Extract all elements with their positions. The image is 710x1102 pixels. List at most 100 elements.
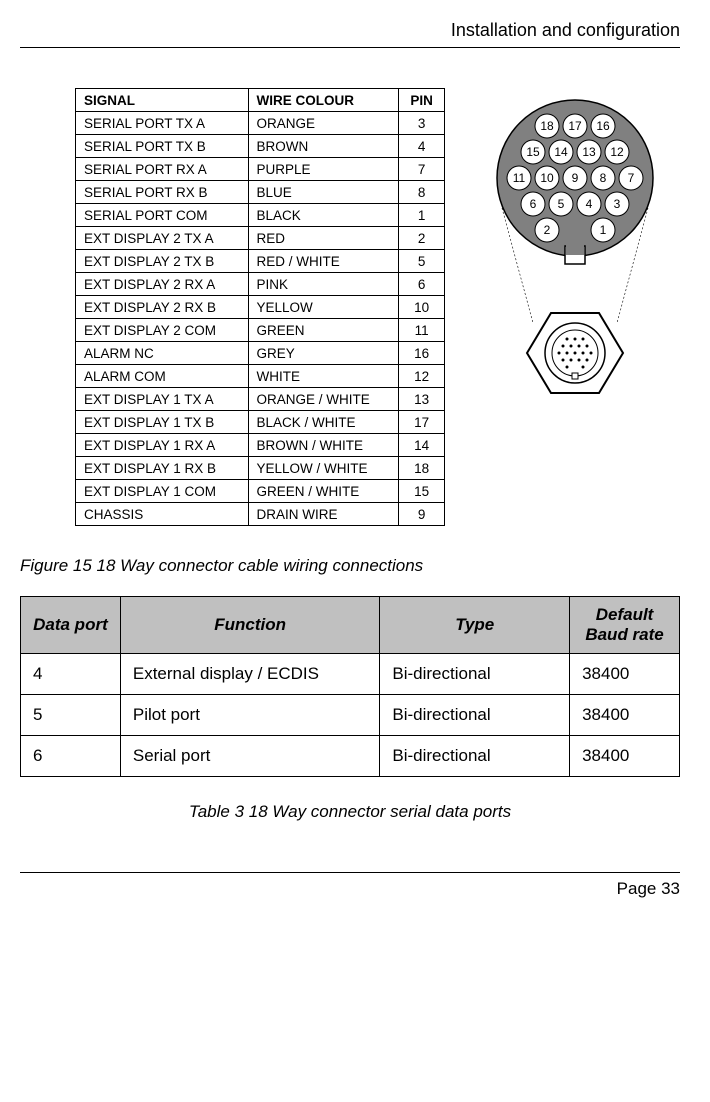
cell-signal: EXT DISPLAY 2 RX A [76,273,249,296]
cell-pin: 12 [399,365,445,388]
svg-text:16: 16 [596,119,610,133]
header-title: Installation and configuration [20,20,680,41]
footer-rule [20,872,680,873]
cell-signal: CHASSIS [76,503,249,526]
table-row: EXT DISPLAY 1 TX BBLACK / WHITE17 [76,411,445,434]
cell-colour: RED / WHITE [248,250,399,273]
svg-text:14: 14 [554,145,568,159]
table-row: EXT DISPLAY 1 RX BYELLOW / WHITE18 [76,457,445,480]
cell: Bi-directional [380,695,570,736]
cell-pin: 9 [399,503,445,526]
svg-text:4: 4 [586,197,593,211]
connector-diagram: 181716151413121110987654321 [475,88,675,408]
cell-colour: BLACK [248,204,399,227]
cell-signal: SERIAL PORT RX A [76,158,249,181]
cell-pin: 14 [399,434,445,457]
table-caption: Table 3 18 Way connector serial data por… [20,802,680,822]
cell-colour: GREY [248,342,399,365]
cell-signal: SERIAL PORT COM [76,204,249,227]
cell-pin: 18 [399,457,445,480]
table-row: EXT DISPLAY 2 RX APINK6 [76,273,445,296]
cell-colour: BROWN / WHITE [248,434,399,457]
cell: 4 [21,654,121,695]
dp-col-1: Function [120,597,380,654]
cell-pin: 15 [399,480,445,503]
cell-signal: EXT DISPLAY 1 TX A [76,388,249,411]
table-row: SERIAL PORT TX AORANGE3 [76,112,445,135]
cell: 38400 [570,736,680,777]
svg-text:10: 10 [540,171,554,185]
data-port-table: Data port Function Type Default Baud rat… [20,596,680,777]
table-row: 6Serial portBi-directional38400 [21,736,680,777]
table-row: EXT DISPLAY 1 TX AORANGE / WHITE13 [76,388,445,411]
table-row: SERIAL PORT RX APURPLE7 [76,158,445,181]
cell: 38400 [570,695,680,736]
table-row: EXT DISPLAY 2 COMGREEN11 [76,319,445,342]
cell-signal: SERIAL PORT TX A [76,112,249,135]
dp-col-3: Default Baud rate [570,597,680,654]
table-row: SERIAL PORT RX BBLUE8 [76,181,445,204]
cell-pin: 7 [399,158,445,181]
cell-pin: 17 [399,411,445,434]
cell: External display / ECDIS [120,654,380,695]
svg-text:3: 3 [614,197,621,211]
cell: Bi-directional [380,654,570,695]
header-rule [20,47,680,48]
cell-colour: DRAIN WIRE [248,503,399,526]
cell-signal: ALARM COM [76,365,249,388]
cell-signal: EXT DISPLAY 2 TX B [76,250,249,273]
cell-colour: RED [248,227,399,250]
svg-text:6: 6 [530,197,537,211]
table-row: EXT DISPLAY 2 TX BRED / WHITE5 [76,250,445,273]
pin-col-pin: PIN [399,89,445,112]
table-row: SERIAL PORT COMBLACK1 [76,204,445,227]
cell-pin: 3 [399,112,445,135]
table-row: EXT DISPLAY 2 TX ARED2 [76,227,445,250]
cell-colour: BLUE [248,181,399,204]
svg-text:11: 11 [513,171,526,185]
svg-text:12: 12 [610,145,624,159]
table-row: EXT DISPLAY 2 RX BYELLOW10 [76,296,445,319]
cell-pin: 2 [399,227,445,250]
cell-pin: 13 [399,388,445,411]
cell-colour: ORANGE [248,112,399,135]
svg-text:15: 15 [526,145,540,159]
cell-colour: WHITE [248,365,399,388]
cell-signal: SERIAL PORT RX B [76,181,249,204]
cell-pin: 10 [399,296,445,319]
cell-signal: EXT DISPLAY 2 TX A [76,227,249,250]
svg-text:1: 1 [600,223,607,237]
pin-col-signal: SIGNAL [76,89,249,112]
svg-text:17: 17 [568,119,582,133]
table-row: CHASSISDRAIN WIRE9 [76,503,445,526]
cell-signal: EXT DISPLAY 1 TX B [76,411,249,434]
svg-text:7: 7 [628,171,635,185]
cell: Bi-directional [380,736,570,777]
cell-signal: EXT DISPLAY 1 RX B [76,457,249,480]
cell: 5 [21,695,121,736]
page-number: Page 33 [20,879,680,899]
cell-pin: 11 [399,319,445,342]
svg-text:18: 18 [540,119,554,133]
table-row: 5Pilot portBi-directional38400 [21,695,680,736]
dp-col-2: Type [380,597,570,654]
cell: 6 [21,736,121,777]
cell-pin: 4 [399,135,445,158]
cell-pin: 1 [399,204,445,227]
cell: 38400 [570,654,680,695]
cell-pin: 8 [399,181,445,204]
cell-colour: GREEN [248,319,399,342]
cell-signal: EXT DISPLAY 1 COM [76,480,249,503]
cell-colour: BROWN [248,135,399,158]
cell-pin: 16 [399,342,445,365]
svg-text:9: 9 [572,171,579,185]
table-row: SERIAL PORT TX BBROWN4 [76,135,445,158]
pin-table: SIGNAL WIRE COLOUR PIN SERIAL PORT TX AO… [75,88,445,526]
cell-colour: YELLOW / WHITE [248,457,399,480]
cell-signal: SERIAL PORT TX B [76,135,249,158]
table-row: ALARM NCGREY16 [76,342,445,365]
cell-colour: GREEN / WHITE [248,480,399,503]
cell: Serial port [120,736,380,777]
table-row: EXT DISPLAY 1 COMGREEN / WHITE15 [76,480,445,503]
cell-pin: 5 [399,250,445,273]
